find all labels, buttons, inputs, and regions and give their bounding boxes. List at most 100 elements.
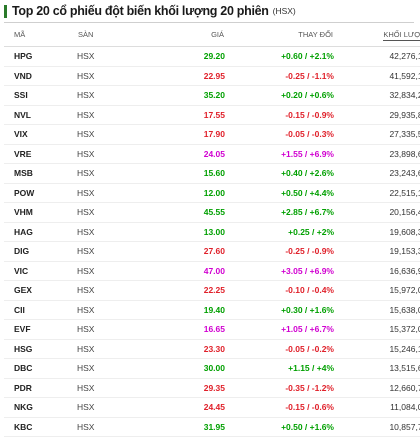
stock-price: 29.35 xyxy=(157,378,225,398)
stock-code[interactable]: GEX xyxy=(4,280,77,301)
stock-exchange: HSX xyxy=(77,397,157,418)
stock-volume: 15,372,000 xyxy=(334,319,420,340)
stock-volume: 20,156,400 xyxy=(334,202,420,223)
stock-code[interactable]: PDR xyxy=(4,378,77,398)
stock-price: 12.00 xyxy=(157,183,225,203)
stock-code[interactable]: VND xyxy=(4,66,77,86)
widget-title: Top 20 cổ phiếu đột biến khối lượng 20 p… xyxy=(12,4,269,18)
stock-code[interactable]: SSI xyxy=(4,85,77,106)
stock-exchange: HSX xyxy=(77,319,157,340)
stock-price: 29.20 xyxy=(157,46,225,67)
stock-exchange: HSX xyxy=(77,339,157,359)
stock-exchange: HSX xyxy=(77,105,157,125)
table-header-row: MÃ SÀN GIÁ THAY ĐỔI KHỐI LƯỢNG xyxy=(4,23,420,47)
column-header-price[interactable]: GIÁ xyxy=(157,23,225,47)
stock-price: 31.95 xyxy=(157,417,225,437)
stock-change: -0.15 / -0.9% xyxy=(225,105,334,125)
stock-price: 22.95 xyxy=(157,66,225,86)
widget-header: Top 20 cổ phiếu đột biến khối lượng 20 p… xyxy=(0,0,420,22)
stock-exchange: HSX xyxy=(77,241,157,262)
stock-change: +0.25 / +2% xyxy=(225,222,334,242)
stock-exchange: HSX xyxy=(77,46,157,67)
stock-exchange: HSX xyxy=(77,144,157,164)
stock-volume: 15,972,000 xyxy=(334,280,420,301)
stock-exchange: HSX xyxy=(77,183,157,203)
stock-volume: 15,246,100 xyxy=(334,339,420,359)
stock-volume: 42,276,100 xyxy=(334,46,420,67)
stock-code[interactable]: HAG xyxy=(4,222,77,242)
stock-code[interactable]: NKG xyxy=(4,397,77,418)
stock-exchange: HSX xyxy=(77,66,157,86)
stock-code[interactable]: DBC xyxy=(4,358,77,379)
column-header-change[interactable]: THAY ĐỔI xyxy=(225,23,334,47)
stock-price: 45.55 xyxy=(157,202,225,223)
stock-volume: 19,153,300 xyxy=(334,241,420,262)
stock-exchange: HSX xyxy=(77,222,157,242)
stock-price: 30.00 xyxy=(157,358,225,379)
stock-change: -0.15 / -0.6% xyxy=(225,397,334,418)
stock-volume: 32,834,200 xyxy=(334,85,420,106)
stock-code[interactable]: HPG xyxy=(4,46,77,67)
column-header-code[interactable]: MÃ xyxy=(4,23,77,47)
stock-code[interactable]: VRE xyxy=(4,144,77,164)
column-header-volume[interactable]: KHỐI LƯỢNG xyxy=(334,23,420,47)
stock-code[interactable]: MSB xyxy=(4,163,77,184)
stock-price: 22.25 xyxy=(157,280,225,301)
stock-volume: 22,515,100 xyxy=(334,183,420,203)
stock-price: 23.30 xyxy=(157,339,225,359)
stock-code[interactable]: CII xyxy=(4,300,77,320)
stock-exchange: HSX xyxy=(77,261,157,281)
column-header-exchange[interactable]: SÀN xyxy=(77,23,157,47)
stock-code[interactable]: VIC xyxy=(4,261,77,281)
stock-exchange: HSX xyxy=(77,85,157,106)
stock-price: 17.90 xyxy=(157,124,225,145)
stock-price: 27.60 xyxy=(157,241,225,262)
stock-code[interactable]: HSG xyxy=(4,339,77,359)
stock-code[interactable]: NVL xyxy=(4,105,77,125)
stock-code[interactable]: VIX xyxy=(4,124,77,145)
stock-volume: 12,660,700 xyxy=(334,378,420,398)
stock-exchange: HSX xyxy=(77,300,157,320)
stock-volume: 23,243,600 xyxy=(334,163,420,184)
stock-code[interactable]: EVF xyxy=(4,319,77,340)
stock-change: -0.05 / -0.3% xyxy=(225,124,334,145)
stock-volume: 29,935,800 xyxy=(334,105,420,125)
stock-price: 16.65 xyxy=(157,319,225,340)
stock-price: 17.55 xyxy=(157,105,225,125)
stock-code[interactable]: VHM xyxy=(4,202,77,223)
stock-change: +0.40 / +2.6% xyxy=(225,163,334,184)
stock-code[interactable]: DIG xyxy=(4,241,77,262)
stock-exchange: HSX xyxy=(77,163,157,184)
stock-volume: 19,608,300 xyxy=(334,222,420,242)
stock-code[interactable]: KBC xyxy=(4,417,77,437)
stock-volume: 15,638,000 xyxy=(334,300,420,320)
stock-code[interactable]: POW xyxy=(4,183,77,203)
stock-volume: 27,335,500 xyxy=(334,124,420,145)
stock-exchange: HSX xyxy=(77,378,157,398)
stock-change: +1.55 / +6.9% xyxy=(225,144,334,164)
stock-price: 35.20 xyxy=(157,85,225,106)
stock-change: -0.25 / -1.1% xyxy=(225,66,334,86)
